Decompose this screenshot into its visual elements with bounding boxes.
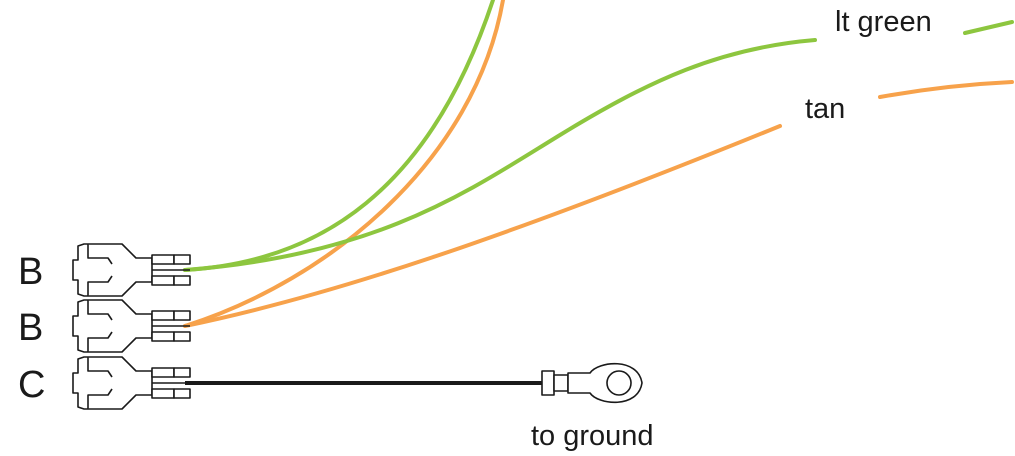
tan-wire-upper [183,0,505,328]
connector-label-c: C [18,364,45,406]
connector-c [72,356,191,410]
tan-wire-end [878,80,1014,99]
spade-connector-icon [72,299,191,353]
wire-label-lt-green: lt green [835,6,932,38]
connector-b1 [72,243,191,297]
spade-connector-icon [72,243,191,297]
wire-label-tan: tan [805,93,845,125]
connector-label-b2: B [18,307,43,349]
connector-b2 [72,299,191,353]
ground-label: to ground [531,420,654,452]
ring-terminal-icon [541,362,643,404]
spade-connector-icon [72,356,191,410]
connector-label-b1: B [18,251,43,293]
lt-green-wire-end [963,20,1014,35]
lt-green-wire-lower [183,38,817,272]
tan-wire-lower [183,124,782,328]
